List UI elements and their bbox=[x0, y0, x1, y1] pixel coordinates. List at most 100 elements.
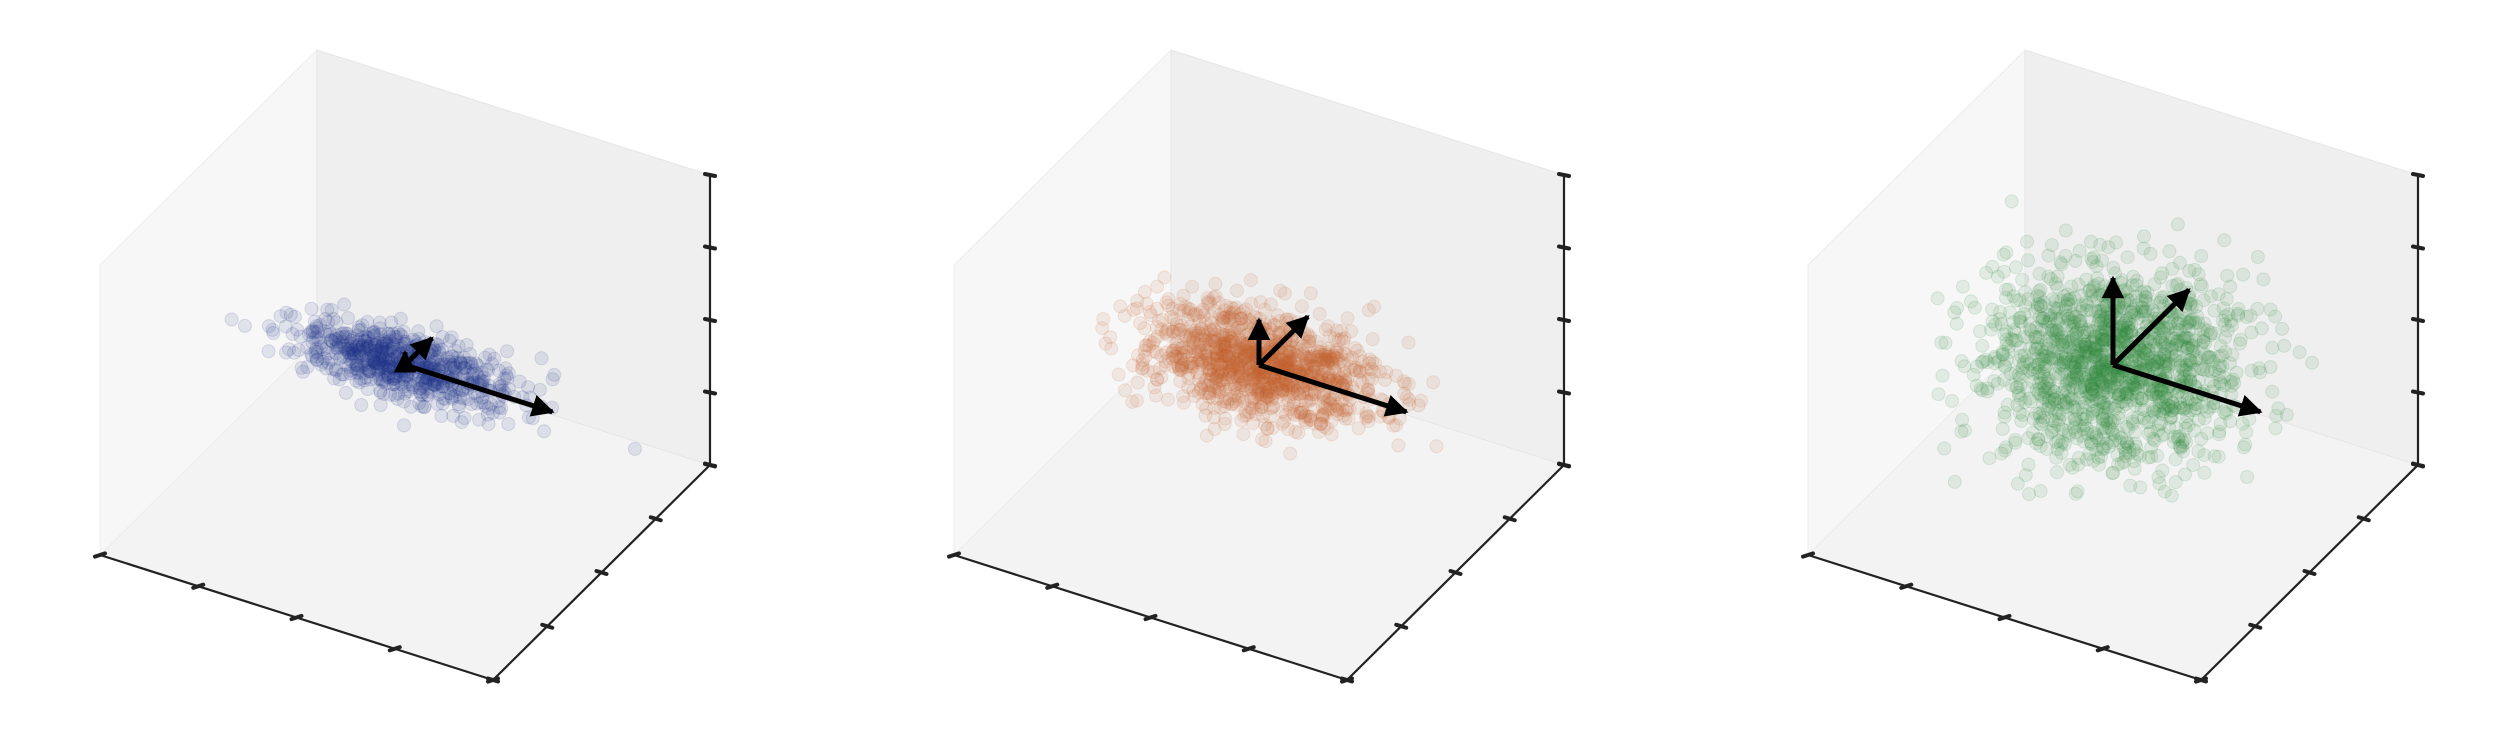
scatter-point bbox=[1113, 299, 1128, 314]
scatter-point bbox=[1222, 367, 1237, 382]
scatter-point bbox=[1297, 409, 1312, 424]
scatter-point bbox=[1190, 365, 1205, 380]
scatter-point bbox=[1234, 384, 1249, 399]
scatter-point bbox=[279, 345, 293, 360]
scatter-point bbox=[1236, 427, 1251, 442]
scatter-point bbox=[391, 386, 406, 401]
scatter-point bbox=[1336, 403, 1350, 418]
scatter-point bbox=[478, 399, 493, 414]
scatter-point bbox=[1211, 363, 1226, 378]
scatter-point bbox=[1280, 356, 1295, 371]
scatter-point bbox=[361, 330, 376, 345]
scatter-point bbox=[1181, 301, 1196, 316]
scatter-point bbox=[512, 374, 527, 389]
scatter-point bbox=[429, 319, 444, 334]
scatter-point bbox=[2070, 484, 2085, 499]
scatter-point bbox=[321, 315, 336, 330]
scatter-point bbox=[331, 335, 346, 350]
scatter-point bbox=[1278, 356, 1293, 371]
scatter-point bbox=[2156, 391, 2171, 406]
scatter-point bbox=[2016, 357, 2031, 372]
scatter-point bbox=[1205, 367, 1219, 382]
scatter-point bbox=[358, 329, 373, 344]
scatter-point bbox=[2090, 291, 2105, 305]
scatter-point bbox=[501, 417, 516, 431]
scatter-point bbox=[1264, 392, 1279, 407]
scatter-point bbox=[354, 358, 369, 373]
scatter-point bbox=[2042, 374, 2057, 389]
scatter-point bbox=[444, 390, 459, 404]
scatter-point bbox=[371, 364, 386, 379]
scatter-point bbox=[1365, 332, 1380, 347]
scatter-point bbox=[335, 327, 350, 342]
scatter-point bbox=[1334, 348, 1349, 363]
scatter-point bbox=[1298, 356, 1313, 371]
scatter-point bbox=[321, 346, 336, 361]
scatter-point bbox=[445, 391, 460, 406]
scatter-point bbox=[1191, 352, 1206, 367]
scatter-point bbox=[2242, 412, 2257, 427]
scatter-point bbox=[440, 350, 455, 365]
scatter-point bbox=[1366, 364, 1381, 379]
scatter-point bbox=[2106, 465, 2120, 480]
scatter-point bbox=[1270, 378, 1285, 393]
scatter-point bbox=[379, 345, 394, 360]
scatter-point bbox=[415, 385, 430, 400]
scatter-point bbox=[2093, 237, 2108, 252]
scatter-point bbox=[1194, 322, 1209, 336]
scatter-point bbox=[316, 342, 331, 357]
scatter-point bbox=[1260, 421, 1275, 436]
scatter-point bbox=[1252, 383, 1267, 398]
scatter-point bbox=[1205, 368, 1220, 382]
scatter-point bbox=[350, 358, 365, 373]
scatter-point bbox=[1176, 288, 1191, 303]
scatter-point bbox=[361, 338, 376, 353]
scatter-point bbox=[371, 356, 386, 371]
scatter-point bbox=[367, 325, 382, 340]
scatter-point bbox=[309, 330, 324, 345]
scatter-point bbox=[349, 362, 364, 377]
scatter-point bbox=[1130, 301, 1144, 316]
scatter-point bbox=[1137, 321, 1152, 336]
scatter-point bbox=[453, 354, 468, 369]
scatter-point bbox=[414, 373, 429, 388]
scatter-point bbox=[448, 389, 462, 403]
z-tick bbox=[703, 389, 717, 396]
scatter-point bbox=[1210, 391, 1225, 406]
scatter-point bbox=[352, 332, 367, 347]
scatter-point bbox=[428, 377, 443, 392]
scatter-point bbox=[1206, 290, 1221, 305]
scatter-point bbox=[444, 330, 459, 345]
scatter-point bbox=[1243, 273, 1258, 288]
scatter-point bbox=[1176, 395, 1191, 410]
scatter-point bbox=[434, 409, 449, 423]
scatter-point bbox=[363, 336, 378, 351]
scatter-point bbox=[375, 350, 390, 365]
scatter-point bbox=[1216, 363, 1231, 378]
scatter-point bbox=[396, 394, 411, 409]
scatter-point bbox=[375, 358, 390, 373]
scatter-point bbox=[448, 355, 463, 370]
scatter-point bbox=[393, 311, 408, 326]
scatter-point bbox=[2058, 223, 2073, 238]
scatter-point bbox=[305, 323, 320, 338]
scatter-point bbox=[2137, 340, 2152, 355]
scatter-point bbox=[2217, 370, 2232, 385]
scatter-point bbox=[1268, 386, 1283, 400]
scatter-point bbox=[1161, 292, 1176, 307]
scatter-point bbox=[2239, 425, 2254, 440]
scatter-point bbox=[314, 340, 329, 354]
scatter-point bbox=[2196, 293, 2211, 308]
scatter-point bbox=[1199, 348, 1214, 363]
scatter-point bbox=[337, 350, 352, 365]
scatter-point bbox=[358, 357, 372, 371]
scatter-point bbox=[1326, 399, 1341, 414]
scatter-point bbox=[434, 342, 449, 357]
scatter-point bbox=[450, 350, 465, 365]
scatter-point bbox=[472, 412, 487, 427]
scatter-point bbox=[367, 338, 382, 353]
scatter-point bbox=[461, 356, 476, 371]
scatter-point bbox=[412, 381, 427, 396]
scatter-point bbox=[501, 366, 516, 381]
scatter-point bbox=[2072, 243, 2087, 258]
